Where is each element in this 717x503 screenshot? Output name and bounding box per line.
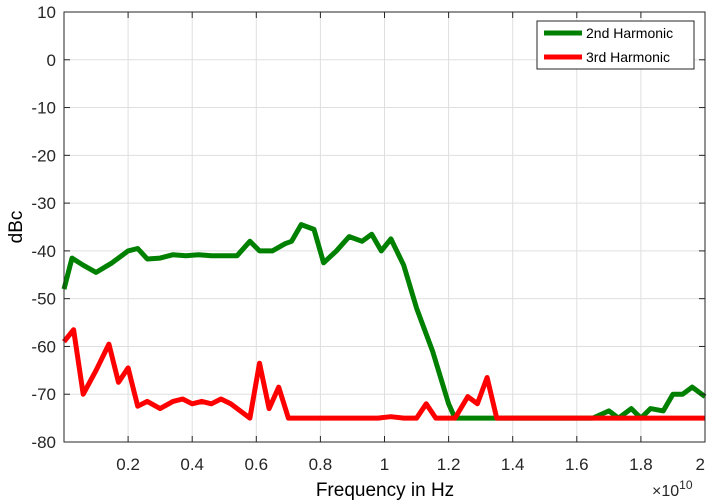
x-tick-label: 0.6	[244, 455, 268, 474]
y-tick-label: -10	[31, 99, 56, 118]
x-tick-label: 0.4	[180, 455, 204, 474]
y-tick-label: -80	[31, 433, 56, 452]
x-tick-label: 2	[696, 455, 705, 474]
legend-label-2nd-harmonic: 2nd Harmonic	[586, 25, 673, 41]
x-tick-label: 1.8	[629, 455, 653, 474]
y-tick-label: 10	[37, 3, 56, 22]
ticks	[64, 11, 706, 443]
series-line-3rd-harmonic	[62, 327, 705, 421]
y-tick-label: -70	[31, 385, 56, 404]
y-axis-title: dBc	[6, 211, 27, 244]
legend-box	[536, 20, 695, 70]
legend: 2nd Harmonic 3rd Harmonic	[536, 20, 695, 70]
x-tick-label: 0.2	[116, 455, 140, 474]
x-multiplier-exponent: 10	[679, 478, 693, 492]
tick-labels: 0.2 0.4 0.6 0.8 1 1.2 1.4 1.6 1.8 2 -80 -70 -60 -50 -4…	[31, 3, 705, 474]
x-axis-title: Frequency in Hz	[316, 480, 454, 501]
x-tick-label: 1.4	[501, 455, 525, 474]
x-tick-label: 1.6	[565, 455, 589, 474]
y-tick-label: -40	[31, 242, 56, 261]
x-tick-label: 0.8	[309, 455, 333, 474]
y-tick-label: -50	[31, 290, 56, 309]
series-group	[61, 222, 707, 421]
x-tick-label: 1	[380, 455, 389, 474]
x-tick-label: 1.2	[437, 455, 461, 474]
y-tick-label: 0	[47, 51, 56, 70]
y-tick-label: -20	[31, 146, 56, 165]
x-multiplier-label: ×1010	[652, 478, 693, 500]
series-line-2nd-harmonic	[61, 222, 707, 421]
legend-label-3rd-harmonic: 3rd Harmonic	[586, 49, 670, 65]
y-tick-label: -60	[31, 337, 56, 356]
y-tick-label: -30	[31, 194, 56, 213]
x-multiplier-base: ×10	[652, 483, 679, 500]
